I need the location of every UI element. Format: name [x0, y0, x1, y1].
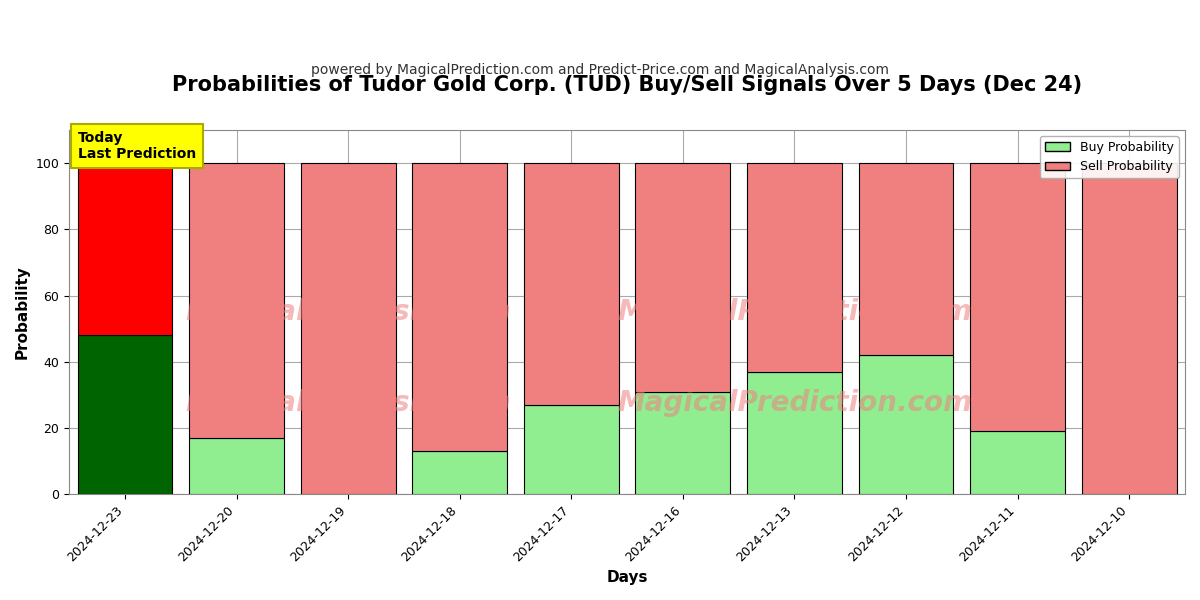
Text: MagicalPrediction.com: MagicalPrediction.com [617, 298, 972, 326]
Bar [190, 163, 284, 438]
Bar [413, 451, 508, 494]
Bar [748, 163, 842, 372]
Bar [524, 163, 619, 405]
Text: MagicalAnalysis.com: MagicalAnalysis.com [185, 389, 511, 418]
Bar [636, 163, 731, 392]
Bar [636, 392, 731, 494]
X-axis label: Days: Days [606, 570, 648, 585]
Bar [413, 163, 508, 451]
Bar [970, 431, 1066, 494]
Text: Today
Last Prediction: Today Last Prediction [78, 131, 197, 161]
Bar [859, 355, 954, 494]
Bar [748, 372, 842, 494]
Bar [78, 335, 173, 494]
Bar [859, 163, 954, 355]
Text: powered by MagicalPrediction.com and Predict-Price.com and MagicalAnalysis.com: powered by MagicalPrediction.com and Pre… [311, 63, 889, 77]
Bar [1081, 163, 1177, 494]
Title: Probabilities of Tudor Gold Corp. (TUD) Buy/Sell Signals Over 5 Days (Dec 24): Probabilities of Tudor Gold Corp. (TUD) … [172, 75, 1082, 95]
Bar [524, 405, 619, 494]
Text: MagicalPrediction.com: MagicalPrediction.com [617, 389, 972, 418]
Bar [970, 163, 1066, 431]
Bar [301, 163, 396, 494]
Legend: Buy Probability, Sell Probability: Buy Probability, Sell Probability [1040, 136, 1178, 178]
Text: MagicalAnalysis.com: MagicalAnalysis.com [185, 298, 511, 326]
Bar [78, 163, 173, 335]
Bar [190, 438, 284, 494]
Y-axis label: Probability: Probability [16, 265, 30, 359]
